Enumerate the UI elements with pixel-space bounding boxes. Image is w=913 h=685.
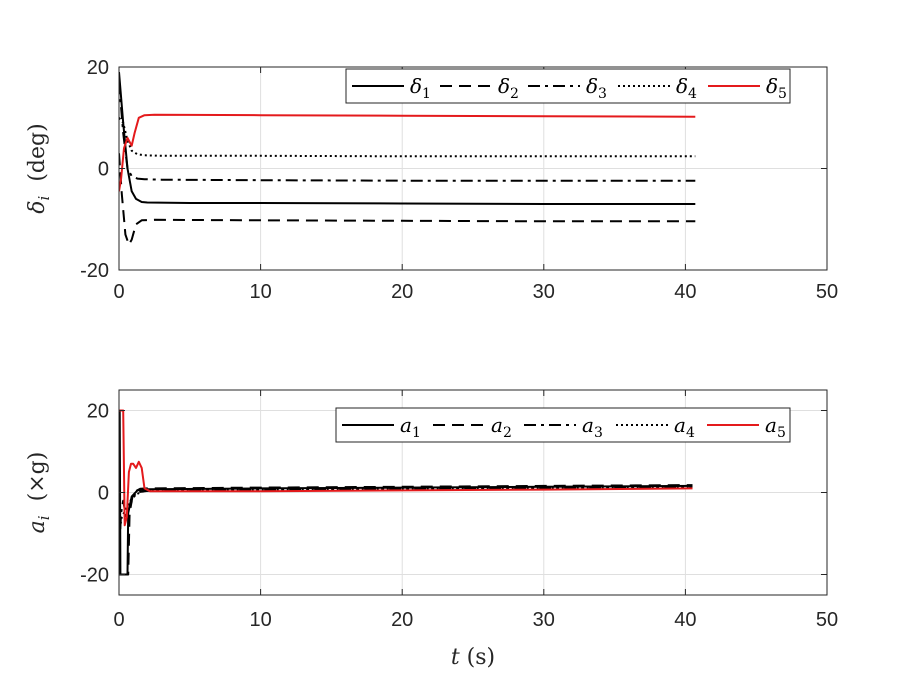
y-tick-label: -20 xyxy=(80,260,109,282)
x-tick-label: 50 xyxy=(816,281,838,303)
x-tick-label: 10 xyxy=(249,281,271,303)
x-tick-label: 40 xyxy=(674,281,696,303)
x-axis-label: t (s) xyxy=(451,645,495,670)
legend-label-a1: a1 xyxy=(400,413,421,441)
series-line-δ3 xyxy=(119,82,696,182)
series-line-δ5 xyxy=(119,113,696,192)
y-tick-label: 20 xyxy=(87,401,109,423)
legend: a1 a2 a3 a4 a5 xyxy=(335,407,791,443)
legend-label-a4: a4 xyxy=(674,413,695,441)
legend-label-a3: a3 xyxy=(582,413,603,441)
x-tick-label: 40 xyxy=(674,609,696,631)
legend-label-a5: a5 xyxy=(765,413,786,441)
legend-label-δ5: δ5 xyxy=(766,74,787,102)
y-axis-label: δi (deg) xyxy=(25,123,53,213)
x-tick-label: 30 xyxy=(533,281,555,303)
legend: δ1 δ2 δ3 δ4 δ5 xyxy=(345,68,791,104)
x-tick-label: 30 xyxy=(533,609,555,631)
legend-label-δ3: δ3 xyxy=(586,74,607,102)
series-line-a3 xyxy=(119,486,693,555)
legend-label-δ2: δ2 xyxy=(498,74,519,102)
x-tick-label: 20 xyxy=(391,609,413,631)
legend-label-a2: a2 xyxy=(491,413,512,441)
x-tick-label: 10 xyxy=(249,609,271,631)
series-line-δ2 xyxy=(119,153,696,246)
y-tick-label: 0 xyxy=(98,483,109,505)
x-tick-label: 0 xyxy=(113,281,124,303)
x-tick-label: 50 xyxy=(816,609,838,631)
y-tick-label: 0 xyxy=(98,159,109,181)
y-tick-label: 20 xyxy=(87,57,109,79)
y-axis-label: ai (×g) xyxy=(25,452,53,534)
x-tick-label: 20 xyxy=(391,281,413,303)
x-tick-label: 0 xyxy=(113,609,124,631)
y-tick-label: -20 xyxy=(80,565,109,587)
series-group xyxy=(119,72,696,246)
legend-label-δ4: δ4 xyxy=(676,74,697,102)
legend-label-δ1: δ1 xyxy=(410,74,431,102)
